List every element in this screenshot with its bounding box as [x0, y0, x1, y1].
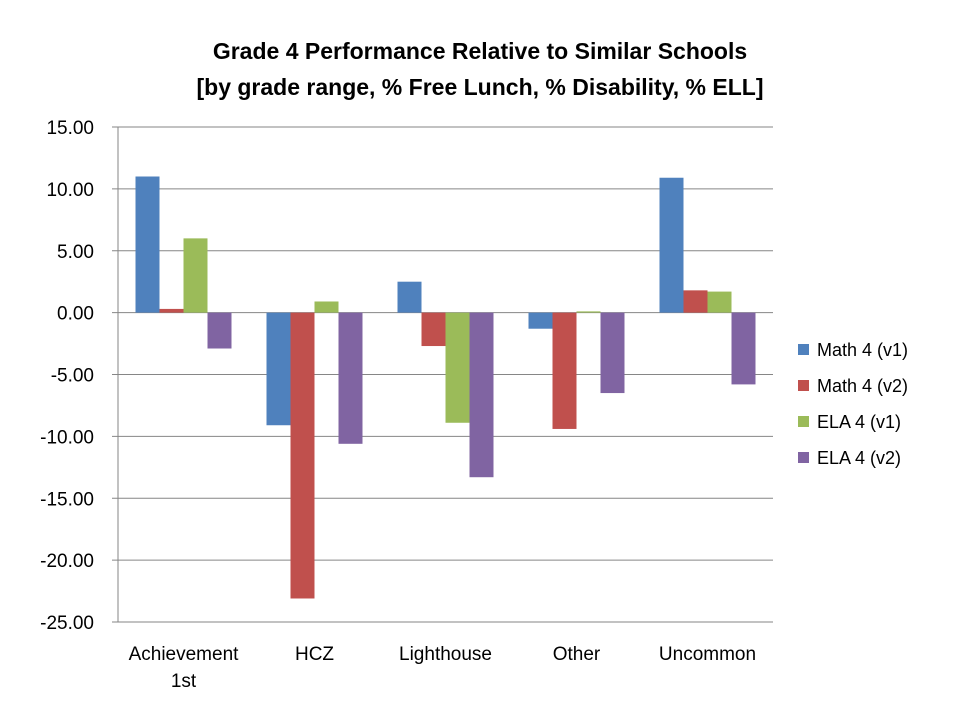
bar-math-4-v1-1 [266, 312, 291, 426]
bar-ela-4-v1-4 [707, 291, 732, 313]
bar-ela-4-v1-2 [445, 312, 470, 423]
y-tick-label: 0.00 [57, 304, 94, 325]
y-axis-ticks: 15.00 10.00 5.00 0.00 -5.00 -10.00 -15.00 -20.0… [40, 118, 94, 634]
legend-label: Math 4 (v1) [817, 340, 908, 360]
y-tick-label: 10.00 [46, 180, 94, 201]
x-tick-label: 1st [171, 671, 197, 692]
legend-swatch [798, 452, 809, 463]
x-tick-label: HCZ [295, 644, 334, 665]
x-tick-label: Achievement [129, 644, 240, 665]
y-tick-label: -5.00 [51, 366, 94, 387]
x-axis-ticks: Achievement 1st HCZ Lighthouse Other Uncommon [129, 644, 757, 692]
bar-math-4-v1-2 [397, 281, 422, 313]
bar-ela-4-v1-3 [576, 311, 601, 313]
legend-label: ELA 4 (v1) [817, 412, 901, 432]
y-tick-label: -25.00 [40, 613, 94, 634]
x-tick-label: Lighthouse [399, 644, 492, 665]
y-tick-label: -20.00 [40, 551, 94, 572]
bar-ela-4-v2-4 [731, 312, 756, 385]
bar-math-4-v2-4 [683, 290, 708, 313]
bar-ela-4-v2-1 [338, 312, 363, 444]
legend-label: Math 4 (v2) [817, 376, 908, 396]
y-tick-label: -10.00 [40, 427, 94, 448]
legend-swatch [798, 416, 809, 427]
bar-ela-4-v1-0 [183, 238, 208, 313]
bar-ela-4-v2-0 [207, 312, 232, 349]
legend-swatch [798, 380, 809, 391]
bar-ela-4-v1-1 [314, 301, 339, 313]
bar-ela-4-v2-3 [600, 312, 625, 394]
x-tick-label: Uncommon [659, 644, 756, 665]
legend-swatch [798, 344, 809, 355]
bar-math-4-v1-4 [659, 177, 684, 313]
x-tick-label: Other [553, 644, 601, 665]
legend: Math 4 (v1) Math 4 (v2) ELA 4 (v1) ELA 4 (v… [798, 340, 908, 468]
legend-label: ELA 4 (v2) [817, 448, 901, 468]
y-tick-label: -15.00 [40, 489, 94, 510]
bar-math-4-v2-2 [421, 312, 446, 347]
bar-math-4-v1-3 [528, 312, 553, 329]
chart-title-line-2: [by grade range, % Free Lunch, % Disabil… [196, 74, 764, 100]
bar-math-4-v2-1 [290, 312, 315, 599]
bar-math-4-v2-0 [159, 308, 184, 313]
bars [135, 176, 756, 599]
y-tick-label: 15.00 [46, 118, 94, 139]
bar-math-4-v1-0 [135, 176, 160, 313]
y-tick-label: 5.00 [57, 242, 94, 263]
bar-ela-4-v2-2 [469, 312, 494, 478]
bar-math-4-v2-3 [552, 312, 577, 429]
chart-title-line-1: Grade 4 Performance Relative to Similar … [212, 38, 748, 64]
